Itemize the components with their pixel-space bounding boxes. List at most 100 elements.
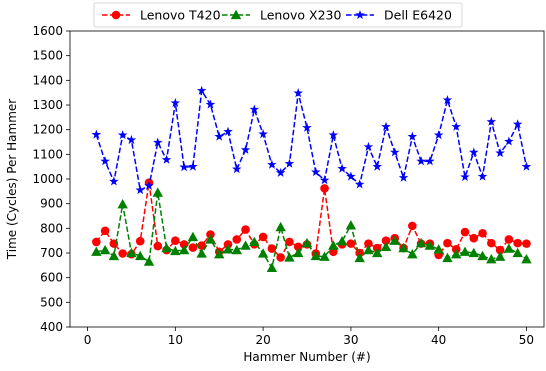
data-point bbox=[257, 248, 269, 258]
legend-label: Dell E6420 bbox=[384, 8, 452, 23]
data-point bbox=[161, 242, 172, 253]
data-point bbox=[258, 232, 268, 242]
data-point bbox=[477, 171, 488, 181]
y-tick-label: 1600 bbox=[32, 24, 63, 38]
data-point bbox=[380, 241, 392, 251]
data-point bbox=[144, 180, 154, 190]
data-point bbox=[424, 240, 436, 250]
data-point bbox=[196, 248, 207, 258]
data-point bbox=[451, 121, 461, 131]
data-point bbox=[188, 161, 198, 171]
data-point bbox=[240, 144, 251, 154]
data-point bbox=[442, 252, 453, 263]
data-point bbox=[205, 99, 216, 109]
y-axis-ticks: 400 500 600 700 800 900 1000 1100 1200 1300 1400 15… bbox=[32, 24, 70, 334]
data-point bbox=[363, 244, 374, 255]
data-point bbox=[170, 245, 181, 256]
x-tick-label: 50 bbox=[519, 333, 534, 347]
data-point bbox=[390, 147, 400, 157]
data-point bbox=[285, 237, 294, 247]
data-point bbox=[214, 131, 224, 141]
data-point bbox=[126, 135, 137, 145]
data-point bbox=[468, 247, 479, 258]
y-tick-label: 1500 bbox=[32, 49, 63, 63]
data-point bbox=[135, 185, 145, 195]
data-point bbox=[152, 187, 163, 197]
data-point bbox=[249, 104, 260, 114]
data-point bbox=[381, 236, 391, 245]
data-point bbox=[284, 158, 295, 168]
y-tick-label: 600 bbox=[40, 271, 63, 285]
legend-frame bbox=[93, 2, 463, 28]
y-tick-label: 400 bbox=[40, 320, 63, 334]
data-point bbox=[232, 235, 242, 244]
data-point bbox=[408, 221, 417, 231]
data-point bbox=[354, 179, 365, 189]
data-point bbox=[170, 98, 181, 108]
data-point bbox=[293, 247, 304, 258]
data-point bbox=[117, 198, 128, 209]
data-point bbox=[178, 244, 190, 255]
data-point bbox=[346, 239, 356, 248]
x-tick-label: 20 bbox=[255, 333, 270, 347]
data-point bbox=[223, 126, 233, 136]
data-point bbox=[188, 243, 198, 252]
data-point bbox=[469, 233, 479, 243]
data-point bbox=[171, 236, 180, 245]
legend-marker bbox=[355, 10, 365, 20]
data-point bbox=[100, 156, 110, 166]
data-point bbox=[231, 244, 242, 255]
data-point bbox=[494, 251, 506, 261]
data-point bbox=[99, 244, 111, 255]
data-point bbox=[249, 236, 260, 247]
data-point bbox=[381, 121, 391, 131]
data-point bbox=[161, 154, 172, 164]
data-point bbox=[241, 225, 250, 234]
data-point bbox=[91, 129, 102, 139]
data-point bbox=[477, 250, 488, 261]
data-point bbox=[521, 161, 532, 171]
data-point bbox=[443, 238, 452, 248]
y-tick-label: 1100 bbox=[32, 147, 63, 161]
y-tick-label: 1300 bbox=[32, 98, 63, 112]
data-point bbox=[153, 137, 163, 147]
data-point bbox=[364, 239, 373, 248]
x-axis-label: Hammer Number (#) bbox=[243, 350, 370, 364]
data-point bbox=[187, 231, 199, 242]
y-tick-label: 800 bbox=[40, 221, 63, 235]
legend: Lenovo T420 Lenovo X230 Dell E6420 bbox=[93, 2, 463, 28]
data-point bbox=[486, 116, 497, 126]
y-tick-label: 700 bbox=[40, 246, 63, 260]
data-point bbox=[267, 244, 277, 253]
data-point bbox=[495, 148, 505, 158]
data-point bbox=[310, 250, 321, 261]
data-point bbox=[398, 172, 409, 182]
data-point bbox=[293, 242, 303, 252]
data-point bbox=[328, 130, 339, 140]
data-point bbox=[240, 240, 251, 250]
y-tick-label: 1200 bbox=[32, 123, 63, 137]
data-point bbox=[521, 253, 532, 264]
plot-frame bbox=[69, 30, 545, 328]
data-point bbox=[205, 234, 216, 244]
data-point bbox=[433, 130, 444, 140]
series-lenovo-x230 bbox=[91, 187, 532, 272]
data-point bbox=[179, 162, 189, 172]
data-point bbox=[372, 247, 383, 258]
data-point bbox=[346, 171, 356, 181]
data-point bbox=[442, 95, 453, 105]
data-point bbox=[196, 85, 207, 95]
data-point bbox=[222, 244, 234, 254]
data-point bbox=[372, 161, 382, 171]
x-tick-label: 0 bbox=[84, 333, 92, 347]
data-point bbox=[143, 256, 155, 266]
series-dell-e6420 bbox=[91, 85, 532, 195]
data-point bbox=[504, 235, 514, 244]
data-point bbox=[486, 253, 497, 264]
y-axis-label: Time (Cycles) Per Hammer bbox=[5, 99, 19, 260]
data-point bbox=[512, 119, 523, 129]
data-point bbox=[354, 252, 365, 263]
x-tick-label: 10 bbox=[168, 333, 183, 347]
data-point bbox=[451, 249, 462, 259]
